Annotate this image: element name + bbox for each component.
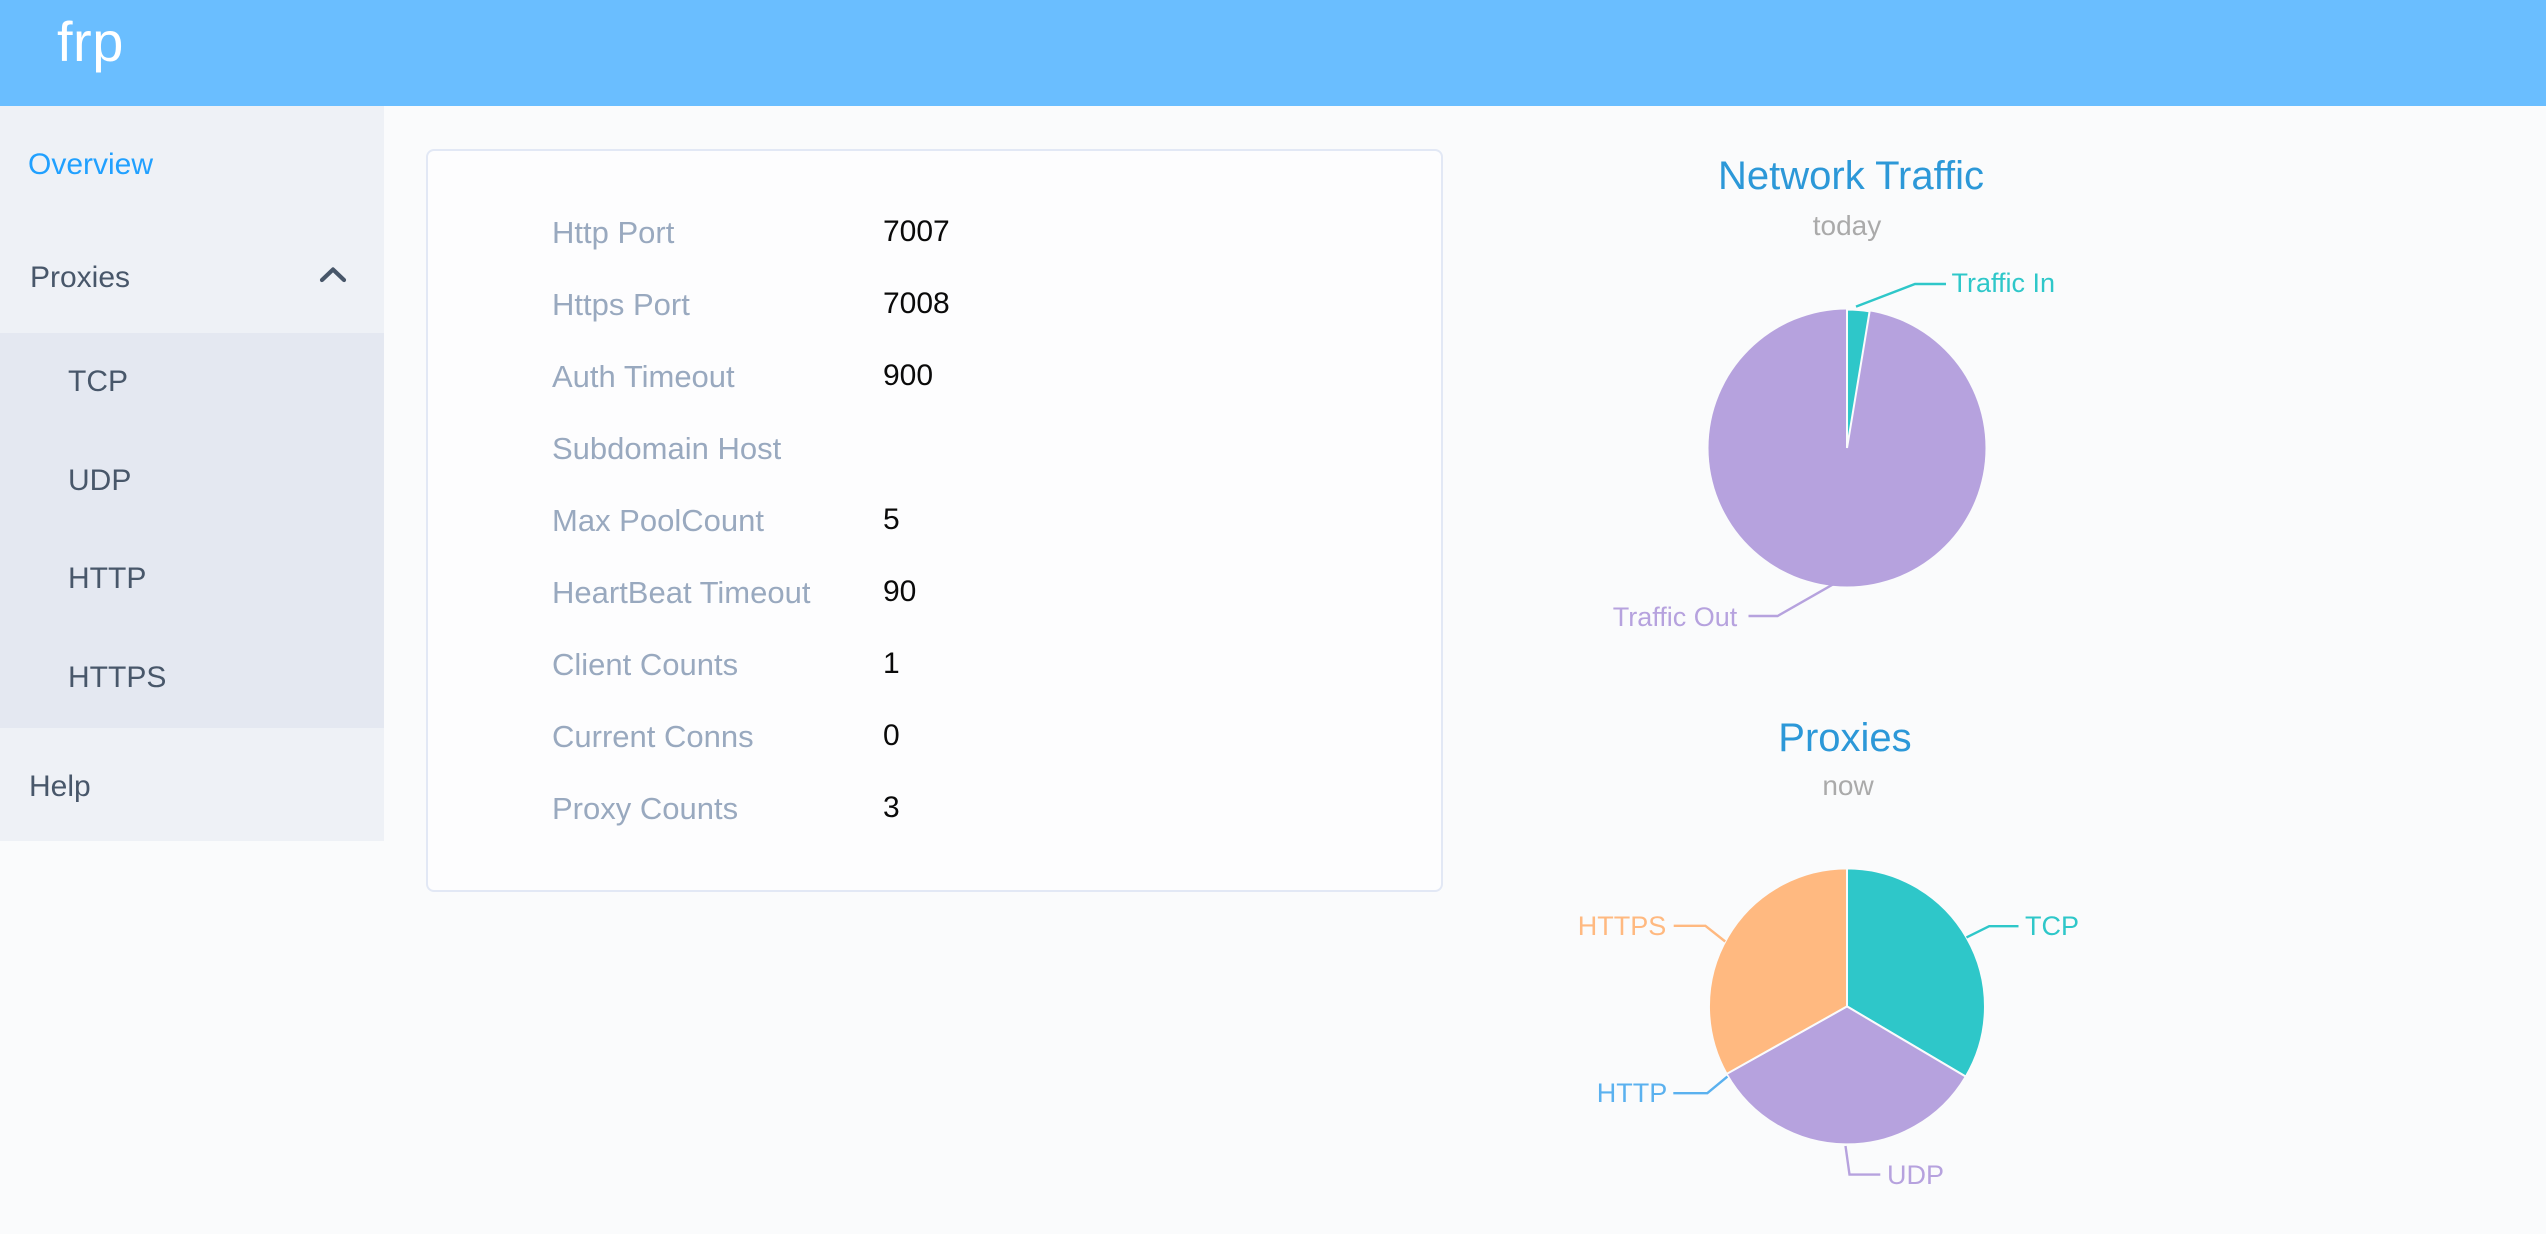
svg-text:Traffic In: Traffic In [1952, 268, 2056, 298]
svg-text:UDP: UDP [1887, 1160, 1944, 1190]
svg-text:Network Traffic: Network Traffic [1718, 154, 1984, 198]
svg-text:now: now [1822, 770, 1874, 801]
svg-text:today: today [1813, 210, 1882, 241]
svg-text:Traffic Out: Traffic Out [1613, 602, 1738, 632]
svg-text:HTTP: HTTP [1597, 1078, 1668, 1108]
svg-text:Proxies: Proxies [1778, 716, 1911, 760]
svg-text:TCP: TCP [2025, 911, 2079, 941]
svg-text:HTTPS: HTTPS [1578, 911, 1667, 941]
